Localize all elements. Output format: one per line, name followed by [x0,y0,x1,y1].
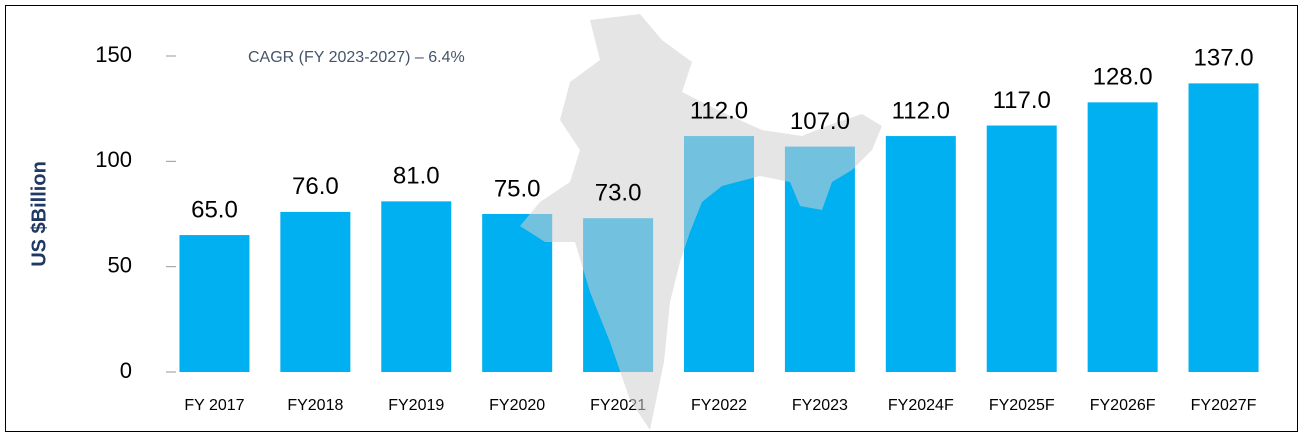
bar [1188,83,1259,373]
x-tick-label: FY2024F [888,397,954,414]
x-tick-label: FY2027F [1191,397,1257,414]
x-tick-label: FY2026F [1090,397,1156,414]
value-label: 137.0 [1194,45,1254,72]
x-tick-label: FY 2017 [184,397,244,414]
map-decoration [520,14,882,430]
value-label: 81.0 [393,163,440,190]
value-label: 107.0 [790,108,850,135]
bar [280,211,351,372]
value-label: 117.0 [993,87,1051,114]
bar [179,235,250,372]
y-tick-label: 100 [95,147,132,172]
y-tick-label: 50 [108,252,132,277]
y-tick-label: 150 [95,42,132,67]
value-label: 112.0 [690,97,748,124]
x-tick-label: FY2020 [489,397,545,414]
x-tick-label: FY2022 [691,397,747,414]
y-tick-label: 0 [120,358,132,383]
value-label: 128.0 [1093,64,1153,91]
value-label: 65.0 [191,196,238,223]
bar [482,214,553,372]
bar [1087,102,1158,372]
x-tick-label: FY2019 [388,397,444,414]
value-label: 75.0 [494,175,541,202]
value-label: 76.0 [292,173,339,200]
y-axis-title: US $Billion [28,161,50,267]
bar [381,201,452,372]
x-tick-label: FY2025F [989,397,1055,414]
annotation: CAGR (FY 2023-2027) – 6.4% [248,49,465,66]
bar [885,136,956,372]
value-label: 112.0 [892,97,950,124]
x-tick-label: FY2018 [287,397,343,414]
bar [986,125,1057,373]
x-tick-label: FY2023 [792,397,848,414]
value-label: 73.0 [595,180,642,207]
